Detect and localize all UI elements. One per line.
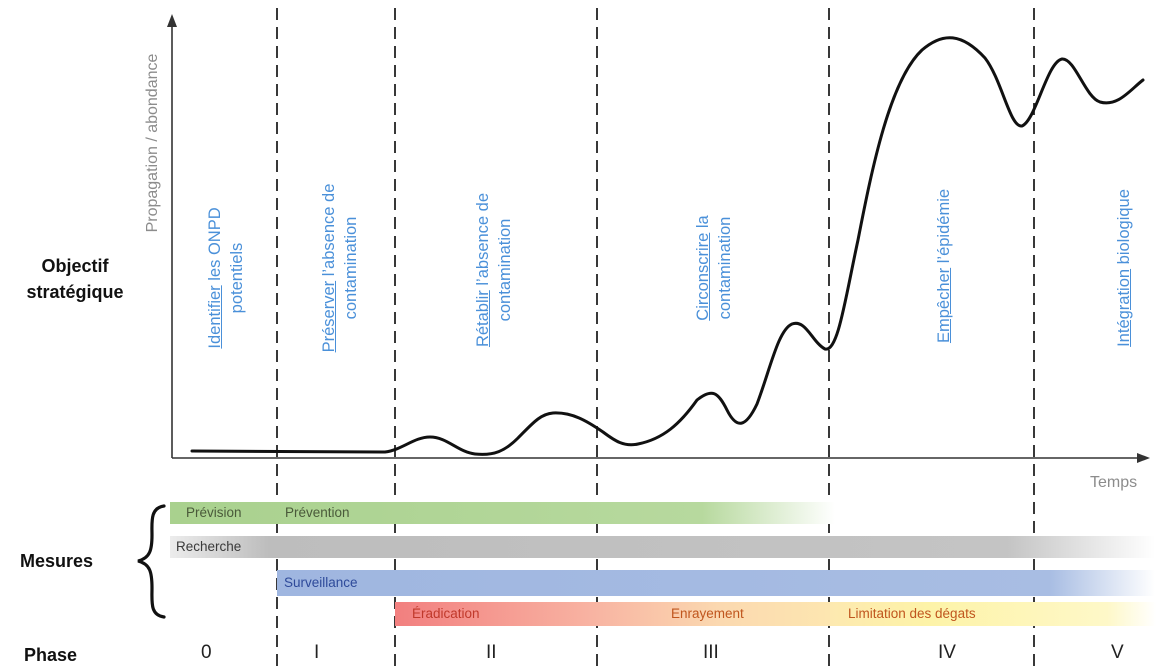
objective-3-keyword: Circonscrire (694, 232, 712, 321)
objective-3-text: Circonscrire la contamination (692, 215, 736, 320)
measure-eradication: Éradication (412, 606, 480, 621)
y-axis-arrow-icon (167, 14, 177, 27)
objective-4-keyword: Empêcher (935, 267, 953, 344)
phase-I: I (314, 642, 320, 663)
bar-prevision-prevention (170, 502, 835, 524)
phase-0: 0 (201, 642, 212, 663)
objective-1-text: Préserver l’absence de contamination (318, 184, 362, 353)
x-axis-arrow-icon (1137, 453, 1150, 463)
y-axis-label: Propagation / abondance (144, 53, 161, 233)
measure-surveillance: Surveillance (284, 575, 358, 590)
objective-1-line2: contamination (342, 216, 360, 320)
objective-5-text: Intégration biologique (1113, 189, 1135, 347)
bar-surveillance (277, 570, 1155, 596)
mesures-brace-icon (137, 504, 166, 619)
objective-0-line2: potentiels (228, 242, 246, 314)
objective-4-rest: l’épidémie (935, 188, 953, 268)
objective-5-rest: biologique (1115, 189, 1133, 269)
objectif-heading: Objectif stratégique (10, 253, 140, 305)
objective-2-rest: l’absence de (474, 192, 492, 291)
objectif-heading-line1: Objectif (41, 256, 109, 276)
objective-3-rest: la (694, 215, 712, 233)
measure-enrayement: Enrayement (671, 606, 744, 621)
measure-recherche: Recherche (176, 539, 242, 554)
phase-separators (276, 8, 1035, 666)
objective-1-keyword: Préserver (320, 280, 338, 353)
objective-2-line2: contamination (496, 218, 514, 322)
objective-1-rest: l’absence de (320, 183, 338, 281)
objectif-heading-line2: stratégique (26, 282, 124, 302)
phase-II: II (486, 642, 497, 663)
x-axis-label: Temps (1090, 474, 1138, 491)
phase-IV: IV (938, 642, 956, 663)
bar-eradication-enrayement (395, 602, 830, 626)
objective-4-text: Empêcher l’épidémie (933, 189, 955, 343)
objective-2-text: Rétablir l’absence de contamination (472, 193, 516, 347)
objective-2-keyword: Rétablir (474, 290, 492, 348)
objective-0-keyword: Identifier (206, 285, 224, 349)
objective-0-text: Identifier les ONPD potentiels (204, 207, 248, 348)
measure-prevention: Prévention (285, 505, 350, 520)
objective-0-rest: les ONPD (206, 207, 224, 286)
objective-3-line2: contamination (716, 216, 734, 320)
phase-heading: Phase (24, 645, 78, 665)
objective-5-keyword: Intégration (1115, 268, 1133, 347)
bar-recherche (170, 536, 1155, 558)
population-curve (190, 36, 1145, 456)
measure-prevision: Prévision (186, 505, 242, 520)
phase-V: V (1111, 642, 1124, 663)
measure-limitation: Limitation des dégats (848, 606, 976, 621)
bar-limitation (830, 602, 1156, 626)
phase-III: III (703, 642, 719, 663)
mesures-heading: Mesures (20, 551, 94, 571)
